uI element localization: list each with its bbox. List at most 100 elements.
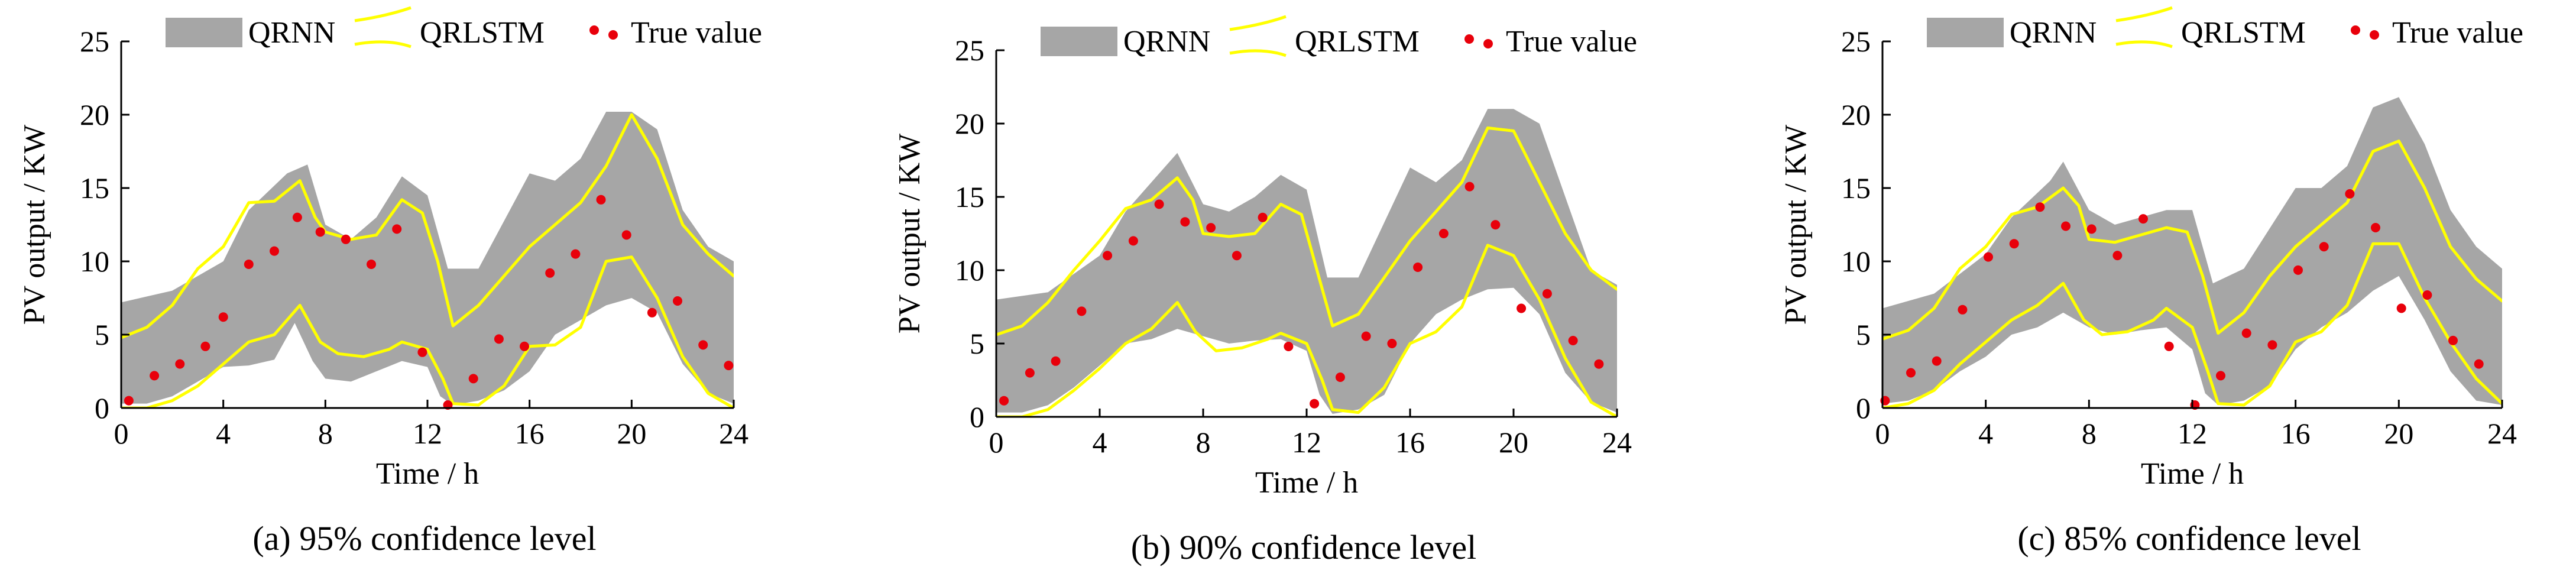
legend-swatch-qrnn <box>1927 18 2004 47</box>
true-value-point <box>2345 189 2355 199</box>
true-value-point <box>1387 339 1397 348</box>
true-value-point <box>1542 289 1552 299</box>
plot-area <box>121 112 734 408</box>
true-value-point <box>1335 373 1345 382</box>
true-value-point <box>1154 199 1164 209</box>
x-tick-label: 20 <box>1499 426 1528 459</box>
true-value-point <box>673 296 682 306</box>
legend-swatch-qrlstm-upper <box>1229 15 1287 31</box>
true-value-point <box>417 347 427 357</box>
plot-area <box>996 109 1617 417</box>
true-value-point <box>2396 303 2406 313</box>
x-tick-label: 20 <box>2384 417 2413 450</box>
x-tick-label: 8 <box>2082 417 2097 450</box>
legend-label-true-value: True value <box>1506 25 1637 59</box>
true-value-point <box>315 227 325 237</box>
true-value-point <box>2164 341 2174 351</box>
y-tick-label: 25 <box>80 25 109 58</box>
x-tick-label: 12 <box>1292 426 1321 459</box>
true-value-point <box>292 212 302 222</box>
true-value-point <box>1077 306 1087 316</box>
qrlstm-upper-bound-line <box>1882 140 2502 341</box>
true-value-point <box>1103 251 1113 261</box>
y-tick-label: 5 <box>95 318 109 351</box>
qrnn-interval-band <box>121 112 734 405</box>
true-value-point <box>724 361 734 371</box>
true-value-point <box>698 340 708 350</box>
x-tick-label: 0 <box>114 417 129 450</box>
qrlstm-lower-bound-line <box>996 244 1617 417</box>
true-value-point <box>1958 305 1968 315</box>
true-value-point <box>647 307 657 318</box>
true-value-point <box>2448 335 2458 345</box>
legend-label-true-value: True value <box>631 16 762 50</box>
x-tick-label: 0 <box>989 426 1004 459</box>
panel-caption: (b) 90% confidence level <box>1131 528 1477 566</box>
y-tick-label: 5 <box>970 327 984 360</box>
panel-caption: (c) 85% confidence level <box>2017 519 2361 558</box>
true-value-point <box>2293 265 2303 275</box>
x-tick-label: 24 <box>719 417 749 450</box>
legend-label-true-value: True value <box>2392 16 2523 50</box>
y-tick-label: 25 <box>1841 25 1871 58</box>
true-value-point <box>367 260 376 269</box>
true-value-point <box>1568 336 1578 345</box>
legend: QRNN QRLSTM True value <box>1927 6 2523 50</box>
true-value-point <box>1906 368 1916 378</box>
true-value-point <box>596 195 606 205</box>
legend-swatch-qrlstm-upper <box>2115 6 2173 22</box>
legend-swatch-true-value-dot <box>608 30 618 40</box>
legend-swatch-qrnn <box>166 18 242 47</box>
true-value-point <box>1517 303 1527 313</box>
true-value-point <box>2086 224 2097 234</box>
y-tick-label: 15 <box>955 180 984 213</box>
y-tick-label: 5 <box>1856 318 1871 351</box>
legend-swatch-qrnn <box>1041 27 1117 56</box>
legend: QRNN QRLSTM True value <box>166 6 762 50</box>
x-tick-label: 4 <box>216 417 231 450</box>
y-tick-label: 0 <box>1856 391 1871 425</box>
chart-panel-a: 0 5 10 15 20 25 0 4 8 12 16 20 24 Time / h PV output /… <box>18 6 762 558</box>
true-value-point <box>1932 356 1942 366</box>
true-value-point <box>1180 217 1190 227</box>
y-tick-label: 0 <box>970 400 984 433</box>
true-value-point <box>124 396 134 406</box>
true-value-point <box>1128 236 1138 246</box>
true-value-point <box>2138 214 2148 224</box>
x-axis-title: Time / h <box>376 457 479 491</box>
true-value-point <box>2319 242 2329 252</box>
true-value-point <box>1413 263 1423 272</box>
x-tick-label: 4 <box>1093 426 1107 459</box>
true-value-point <box>1438 229 1449 238</box>
true-value-point <box>2422 290 2432 300</box>
true-value-point <box>2216 371 2225 381</box>
true-value-point <box>520 341 529 351</box>
x-tick-label: 0 <box>1875 417 1890 450</box>
true-value-point <box>621 230 631 240</box>
true-value-point <box>2371 223 2380 232</box>
true-value-point <box>1232 251 1242 261</box>
chart-panel-c: 0 5 10 15 20 25 0 4 8 12 16 20 24 Time / h PV output /… <box>1779 6 2523 558</box>
true-value-point <box>2474 359 2484 369</box>
legend-swatch-qrlstm-lower <box>1229 49 1287 57</box>
true-value-point <box>175 359 185 369</box>
x-tick-label: 4 <box>1978 417 1993 450</box>
qrlstm-upper-bound-line <box>121 113 734 339</box>
y-tick-label: 10 <box>1841 245 1871 278</box>
true-value-point <box>1464 182 1475 192</box>
qrnn-interval-band <box>996 109 1617 414</box>
legend-swatch-true-value-dot <box>589 25 599 35</box>
qrlstm-upper-bound-line <box>996 126 1617 336</box>
true-value-point <box>494 334 504 344</box>
legend-swatch-true-value-dot <box>2370 30 2379 40</box>
y-tick-label: 10 <box>80 245 109 278</box>
legend-swatch-qrlstm-upper <box>354 6 411 22</box>
true-value-point <box>270 246 279 256</box>
true-value-point <box>1051 356 1061 366</box>
true-value-point <box>1025 368 1035 378</box>
x-axis-title: Time / h <box>1255 466 1358 500</box>
x-axis-title: Time / h <box>2141 457 2244 491</box>
true-value-point <box>244 260 254 269</box>
legend: QRNN QRLSTM True value <box>1041 15 1637 59</box>
